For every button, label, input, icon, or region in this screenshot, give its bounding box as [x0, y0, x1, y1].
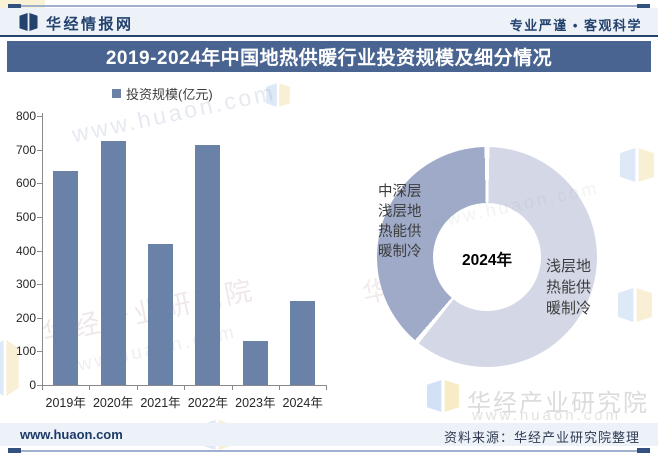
bar-2021年 — [148, 243, 173, 385]
x-category-label: 2024年 — [282, 396, 323, 410]
title-bar: 2019-2024年中国地热供暖行业投资规模及细分情况 — [7, 41, 651, 72]
y-tick — [37, 149, 42, 151]
x-tick — [279, 385, 280, 390]
y-axis-line — [42, 113, 43, 386]
bottom-rule-cap-left — [8, 448, 21, 453]
donut-label-line: 中深层 — [378, 184, 422, 200]
top-rule-cap-left — [8, 4, 21, 9]
donut-label-line: 暖制冷 — [378, 244, 422, 260]
watermark-logo-shape — [0, 340, 19, 396]
y-tick-label: 800 — [15, 109, 36, 123]
bottom-rule-cap-right — [637, 448, 650, 453]
y-tick-label: 400 — [15, 243, 36, 258]
bar-2019年 — [53, 171, 79, 385]
y-tick-label: 100 — [15, 344, 36, 359]
donut-label-line: 热能供 — [546, 279, 592, 296]
x-category-label: 2020年 — [92, 396, 134, 410]
footer-site-url: www.huaon.com — [20, 427, 123, 442]
top-rule — [8, 5, 650, 7]
y-tick — [37, 183, 42, 185]
y-tick — [37, 284, 42, 286]
footer-bar — [0, 423, 658, 446]
header-bar — [0, 8, 658, 35]
huaon-logo-icon — [19, 13, 38, 31]
x-category-label: 2019年 — [45, 396, 86, 410]
y-tick — [37, 116, 42, 117]
bar-2022年 — [195, 145, 221, 385]
donut-label-line: 热能供 — [378, 224, 422, 240]
y-tick-label: 0 — [29, 378, 36, 392]
bar-2020年 — [100, 140, 126, 385]
donut-label-line: 浅层地 — [546, 258, 592, 275]
bar-2024年 — [290, 300, 316, 385]
x-category-label: 2022年 — [187, 396, 229, 410]
donut-slice-label-shallow: 浅层地 热能供 暖制冷 — [546, 256, 591, 319]
legend-label: 投资规模(亿元) — [126, 87, 213, 102]
legend-swatch — [112, 89, 121, 98]
watermark-strip — [0, 0, 45, 8]
y-tick — [37, 317, 42, 319]
donut-label-line: 暖制冷 — [546, 300, 592, 317]
x-tick — [326, 385, 328, 390]
donut-center-label: 2024年 — [462, 252, 512, 269]
watermark-logo-icon — [427, 380, 459, 412]
x-tick — [136, 385, 138, 390]
x-category-label: 2021年 — [140, 396, 181, 410]
x-category-label: 2023年 — [235, 396, 276, 410]
watermark-logo-shape — [266, 83, 290, 107]
y-tick-label: 700 — [15, 142, 36, 157]
header-divider — [0, 35, 658, 37]
bar-2023年 — [242, 341, 268, 385]
x-tick — [231, 385, 233, 390]
watermark-brand-text: 华经产业研究院 — [467, 390, 649, 417]
donut-label-line: 浅层地 — [378, 204, 422, 220]
donut-chart — [377, 147, 597, 367]
y-tick-label: 500 — [15, 209, 36, 224]
x-tick — [89, 385, 91, 390]
donut-slice-label-deep: 中深层浅层地热能供暖制冷 — [378, 182, 422, 262]
header-slogan: 专业严谨 • 客观科学 — [509, 18, 642, 33]
footer-source-text: 资料来源：华经产业研究院整理 — [443, 430, 640, 445]
y-tick — [37, 385, 42, 386]
y-tick — [37, 250, 42, 252]
donut-hole — [433, 203, 541, 311]
bottom-rule — [8, 450, 650, 452]
top-rule-cap-right — [637, 4, 650, 9]
x-tick — [184, 385, 186, 390]
x-tick — [42, 385, 43, 390]
y-tick-label: 300 — [15, 277, 36, 292]
watermark-logo-shape — [620, 148, 654, 182]
y-tick — [37, 216, 42, 218]
y-tick-label: 600 — [15, 176, 36, 191]
watermark-site-text: www.huaon.com — [472, 407, 622, 424]
watermark-logo-shape — [618, 288, 652, 322]
y-tick-label: 200 — [15, 310, 36, 325]
bar-chart-legend: 投资规模(亿元) — [112, 84, 213, 103]
page-title: 2019-2024年中国地热供暖行业投资规模及细分情况 — [105, 48, 553, 69]
site-logo-text: 华经情报网 — [46, 16, 134, 33]
y-tick — [37, 351, 42, 353]
